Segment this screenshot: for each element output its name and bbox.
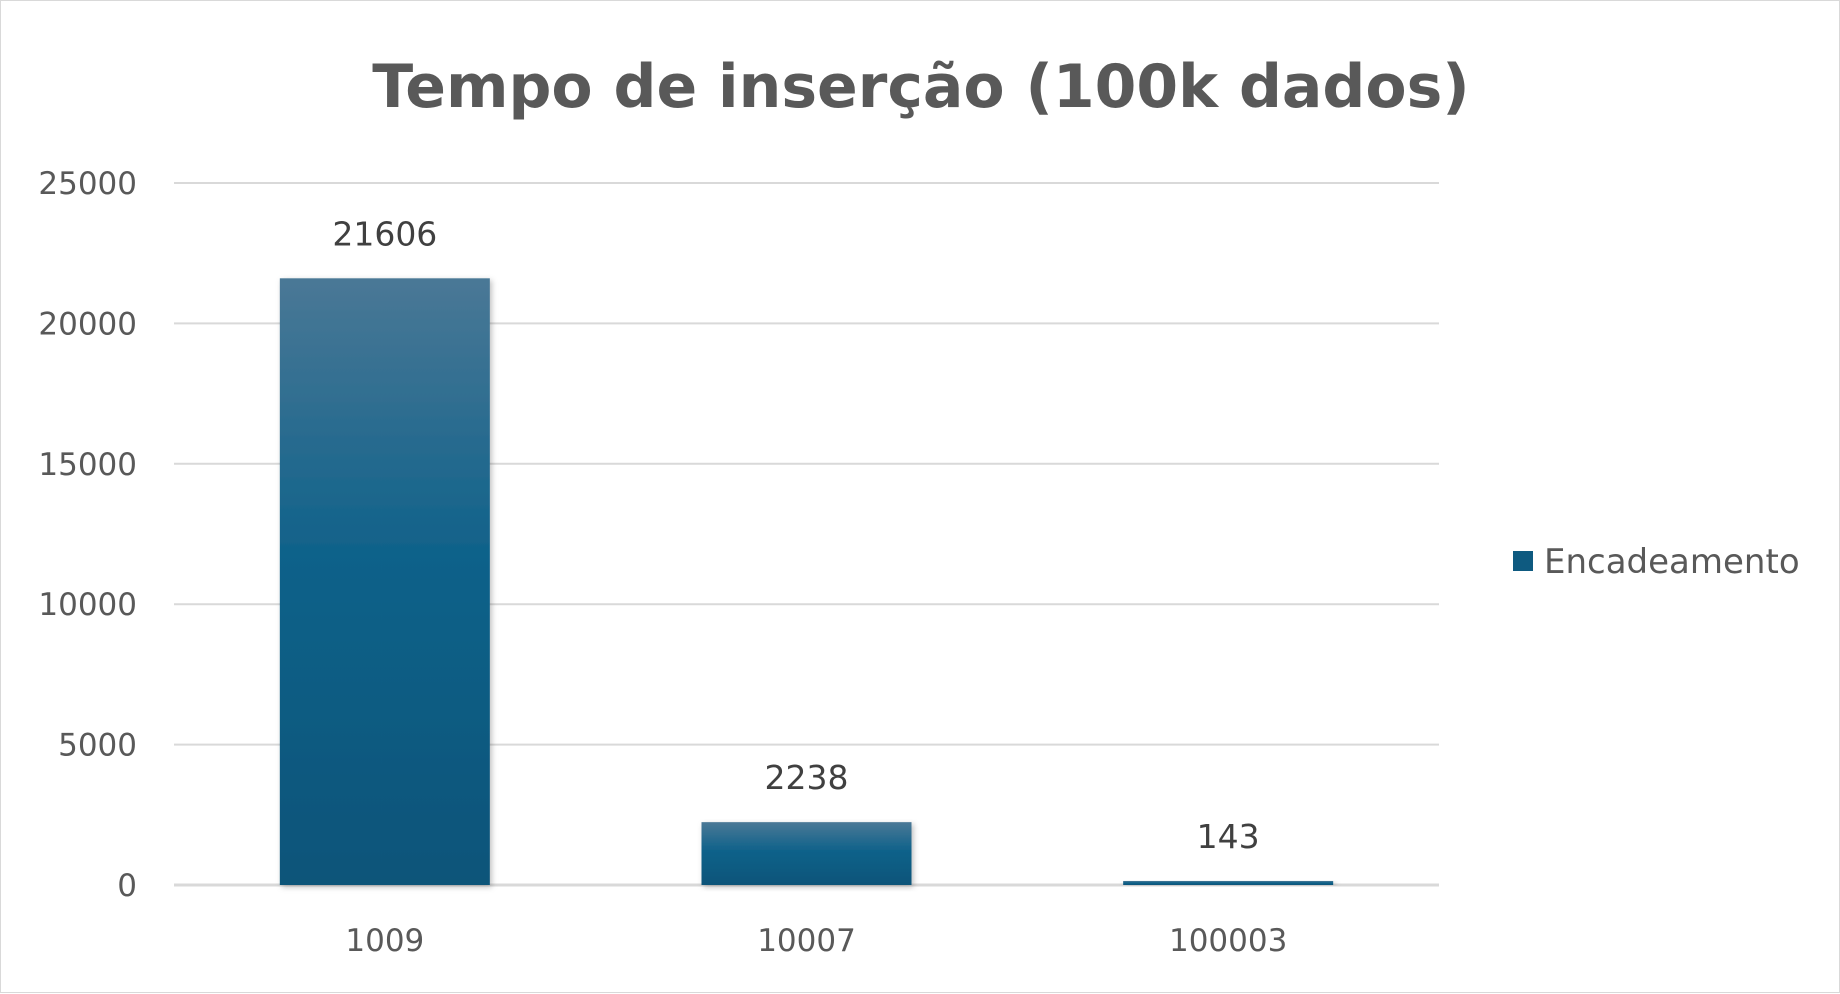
legend-label: Encadeamento	[1544, 542, 1800, 582]
y-tick-label: 20000	[38, 306, 137, 342]
data-labels: 21606 2238 143	[332, 214, 1259, 856]
x-tick-label: 100003	[1169, 923, 1287, 959]
bar	[701, 822, 912, 885]
y-tick-label: 10000	[38, 587, 137, 623]
legend-swatch	[1513, 551, 1533, 571]
y-tick-label: 25000	[38, 166, 137, 202]
bars	[279, 278, 1334, 885]
bar	[279, 278, 490, 885]
x-tick-label: 10007	[757, 923, 856, 959]
y-tick-label: 5000	[58, 728, 137, 764]
data-label: 21606	[332, 214, 437, 253]
data-label: 143	[1197, 817, 1260, 856]
data-label: 2238	[765, 758, 849, 797]
x-axis-tick-labels: 1009 10007 100003	[345, 923, 1287, 959]
x-tick-label: 1009	[345, 923, 424, 959]
chart-title: Tempo de inserção (100k dados)	[372, 52, 1469, 122]
y-tick-label: 0	[117, 868, 137, 904]
bar	[1123, 880, 1334, 885]
legend: Encadeamento	[1513, 542, 1800, 582]
y-axis-tick-labels: 0 5000 10000 15000 20000 25000	[38, 166, 137, 904]
y-tick-label: 15000	[38, 447, 137, 483]
